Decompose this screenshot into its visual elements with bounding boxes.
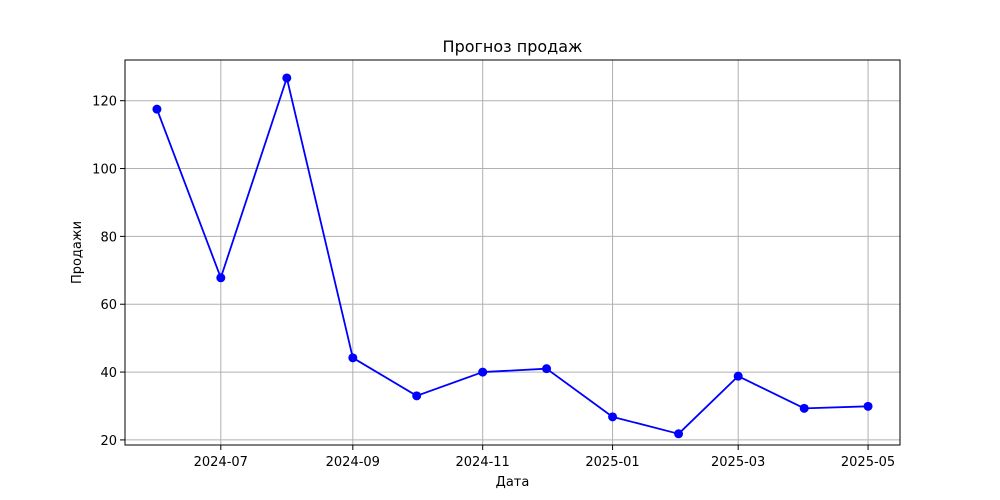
series-line <box>156 77 869 435</box>
y-tick-label: 40 <box>100 366 117 381</box>
x-tick-label: 2025-05 <box>841 455 895 470</box>
data-point <box>733 371 743 381</box>
data-point <box>412 391 422 401</box>
y-axis-title: Продажи <box>70 221 85 284</box>
y-tick-label: 120 <box>92 95 117 110</box>
data-point <box>608 412 618 422</box>
data-point <box>799 403 809 413</box>
plot-area <box>125 60 900 445</box>
x-tick-label: 2024-07 <box>194 455 248 470</box>
x-tick-label: 2025-01 <box>585 455 639 470</box>
y-tick-label: 20 <box>100 434 117 449</box>
y-tick-label: 100 <box>92 163 117 178</box>
plot-frame <box>124 59 901 446</box>
x-axis-title: Дата <box>496 475 530 490</box>
x-tick-label: 2024-11 <box>456 455 510 470</box>
y-tick-label: 80 <box>100 230 117 245</box>
data-point <box>542 364 552 374</box>
data-point <box>478 367 488 377</box>
data-point <box>282 73 292 83</box>
x-tick-label: 2025-03 <box>711 455 765 470</box>
y-tick-label: 60 <box>100 298 117 313</box>
grid <box>125 60 900 445</box>
y-axis: 20 40 60 80 100 120 <box>92 95 125 449</box>
series-layer <box>152 73 873 439</box>
chart-title: Прогноз продаж <box>443 37 583 56</box>
data-point <box>348 353 358 363</box>
data-point <box>674 429 684 439</box>
x-tick-label: 2024-09 <box>326 455 380 470</box>
x-axis: 2024-07 2024-09 2024-11 2025-01 2025-03 2025-… <box>194 445 895 470</box>
data-point <box>863 401 873 411</box>
data-point <box>216 273 226 283</box>
data-point <box>152 104 162 114</box>
